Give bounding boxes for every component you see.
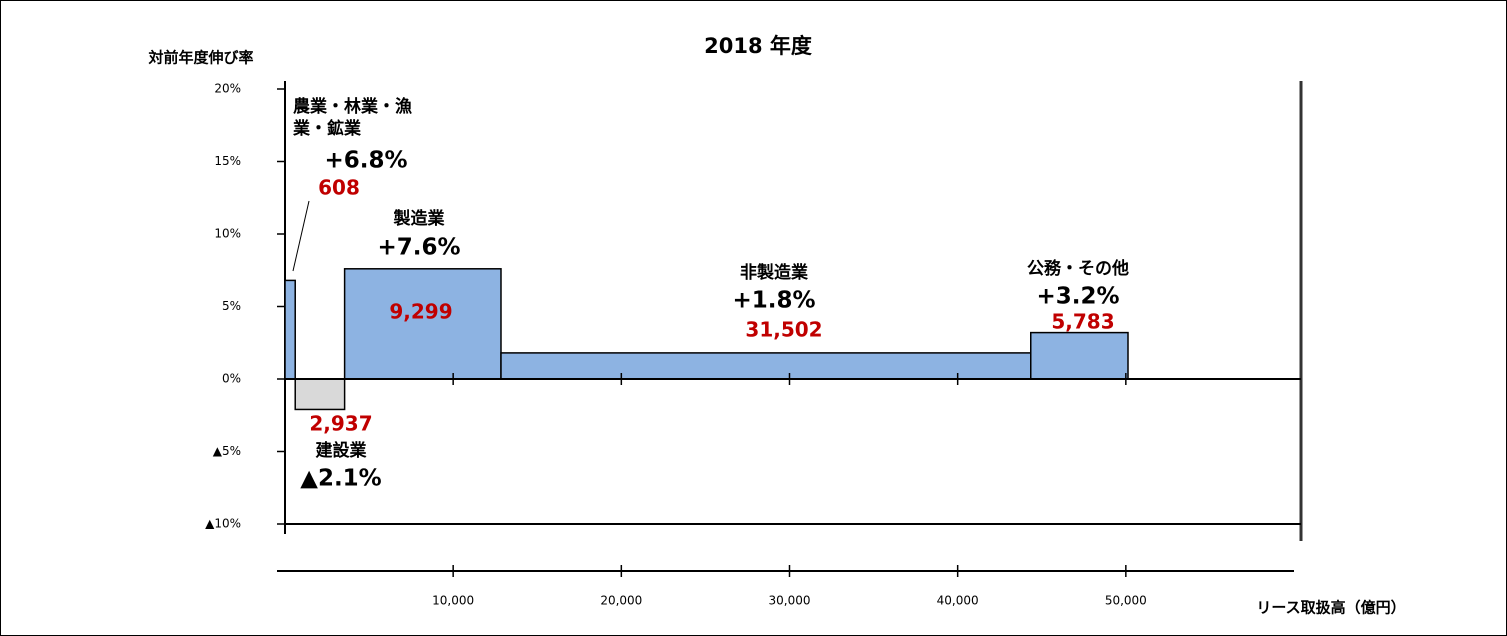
x-axis-title: リース取扱高（億円） xyxy=(1256,599,1405,617)
y-axis-title: 対前年度伸び率 xyxy=(147,49,253,67)
y-tick-label: 5% xyxy=(222,299,241,313)
width-label: 5,783 xyxy=(1051,310,1114,334)
category-label: 公務・その他 xyxy=(1027,258,1129,279)
growth-label: +6.8% xyxy=(324,148,407,174)
leader-line xyxy=(292,200,310,272)
x-tick-label: 10,000 xyxy=(432,594,474,608)
y-tick-label: 20% xyxy=(214,82,241,96)
x-tick-label: 40,000 xyxy=(937,594,979,608)
category-label: 農業・林業・漁業・鉱業 xyxy=(293,97,412,139)
bar xyxy=(284,279,296,380)
growth-label: +7.6% xyxy=(377,235,460,261)
y-tick-label: 0% xyxy=(222,372,241,386)
width-label: 2,937 xyxy=(309,412,372,436)
bar xyxy=(1030,331,1129,380)
bar xyxy=(294,378,346,411)
x-tick-label: 30,000 xyxy=(769,594,811,608)
growth-label: +1.8% xyxy=(732,288,815,314)
bar xyxy=(500,352,1032,380)
y-tick-label: 10% xyxy=(214,227,241,241)
growth-label: ▲2.1% xyxy=(300,466,381,492)
chart-title: 2018 年度 xyxy=(704,34,812,58)
growth-label: +3.2% xyxy=(1036,284,1119,310)
bar xyxy=(343,268,502,380)
category-label: 製造業 xyxy=(393,208,445,229)
y-tick-label: ▲10% xyxy=(205,517,241,531)
x-tick-label: 50,000 xyxy=(1105,594,1147,608)
category-label: 非製造業 xyxy=(740,262,808,283)
category-label: 建設業 xyxy=(316,440,367,461)
width-label: 31,502 xyxy=(745,318,822,342)
x-tick-label: 20,000 xyxy=(600,594,642,608)
width-label: 9,299 xyxy=(389,300,452,324)
y-tick-label: 15% xyxy=(214,154,241,168)
width-label: 608 xyxy=(318,176,360,200)
y-tick-label: ▲5% xyxy=(213,444,241,458)
